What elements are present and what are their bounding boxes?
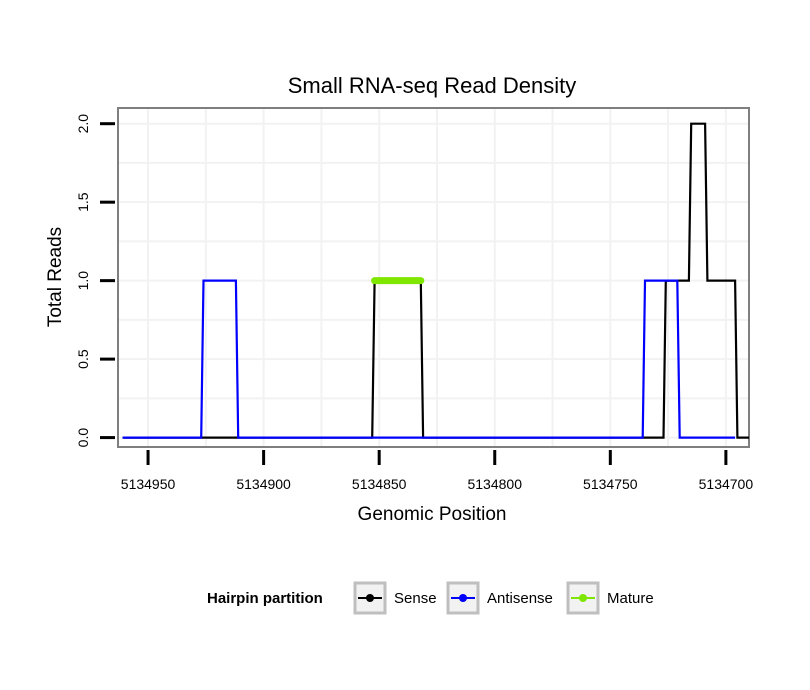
legend-title: Hairpin partition (207, 590, 323, 607)
grid (118, 108, 749, 447)
series-layer (122, 122, 749, 439)
x-axis: 5134950 5134900 5134850 5134800 5134750 51347… (121, 450, 754, 492)
x-axis-title: Genomic Position (358, 504, 507, 525)
y-tick-label: 1.5 (75, 192, 91, 212)
x-tick-label: 5134850 (352, 476, 407, 492)
y-tick-label: 0.0 (75, 428, 91, 448)
y-axis: 0.0 0.5 1.0 1.5 2.0 (75, 114, 115, 448)
legend-label-sense: Sense (394, 590, 437, 607)
series-antisense-line (122, 279, 736, 439)
plot-panel-border (117, 107, 750, 448)
x-tick-label: 5134950 (121, 476, 176, 492)
y-axis-title: Total Reads (45, 227, 66, 327)
x-tick-label: 5134700 (699, 476, 754, 492)
x-tick-label: 5134800 (467, 476, 522, 492)
legend-point-antisense (459, 594, 467, 602)
legend-point-sense (366, 594, 374, 602)
legend: Hairpin partition Sense Antisense Mature (207, 581, 654, 615)
y-tick-label: 1.0 (75, 271, 91, 291)
y-tick-label: 0.5 (75, 349, 91, 369)
chart-title: Small RNA-seq Read Density (288, 73, 577, 98)
x-tick-label: 5134750 (583, 476, 638, 492)
legend-label-antisense: Antisense (487, 590, 553, 607)
legend-point-mature (579, 594, 587, 602)
legend-label-mature: Mature (607, 590, 654, 607)
x-tick-label: 5134900 (236, 476, 291, 492)
y-tick-label: 2.0 (75, 114, 91, 134)
